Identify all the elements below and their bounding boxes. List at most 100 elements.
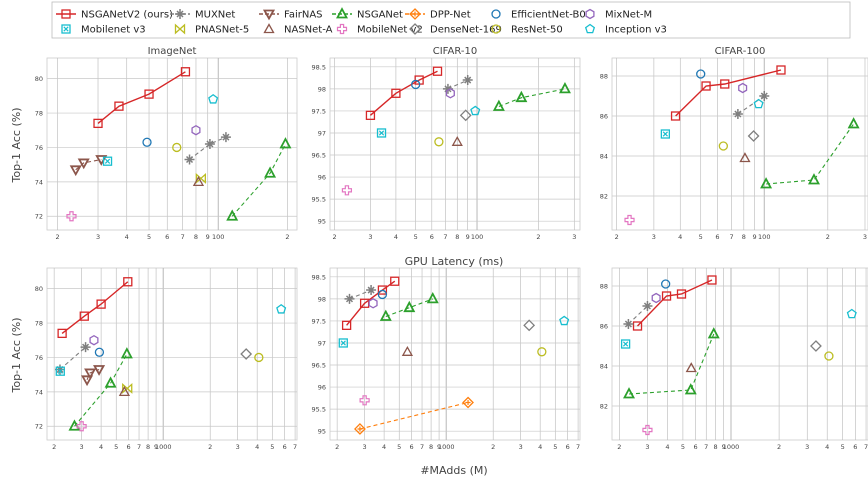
series-line [61, 281, 129, 334]
x-tick-label: 2 [55, 233, 59, 241]
series-inception-v3 [470, 105, 481, 116]
y-tick-label: 80 [35, 285, 43, 293]
y-tick-label: 96.5 [312, 362, 326, 370]
legend-entry-mobilenet-v2: MobileNet v2 [336, 23, 423, 36]
x-tick-label: 2 [52, 443, 56, 451]
data-point [558, 81, 571, 94]
data-point [707, 327, 720, 339]
legend-marker [409, 23, 421, 35]
series-nsganetv2-ours [57, 277, 133, 339]
series-mixnet-m [368, 298, 378, 309]
y-tick-label: 72 [35, 423, 43, 431]
data-point [492, 99, 505, 111]
y-tick-label: 98 [318, 295, 326, 303]
x-tick-label: 4 [538, 443, 542, 451]
y-tick-label: 98 [318, 85, 326, 93]
series-resnet-50 [537, 347, 547, 357]
y-axis-label-top-row: Top-1 Acc (%) [10, 108, 23, 184]
x-tick-label: 4 [382, 443, 386, 451]
x-tick-label: 6 [853, 443, 857, 451]
x-tick-label: 6 [715, 233, 719, 241]
y-tick-label: 84 [600, 363, 608, 371]
series-mixnet-m [89, 334, 99, 346]
x-tick-label: 7 [420, 443, 424, 451]
series-densenet-169 [747, 130, 760, 142]
x-tick-label: 100 [471, 233, 483, 241]
legend-label: NASNet-A [284, 25, 333, 36]
x-tick-label: 2 [617, 443, 621, 451]
data-point [80, 342, 91, 353]
data-point [220, 132, 231, 143]
legend-label: Mobilenet v3 [81, 25, 146, 36]
series-nsganetv2-ours [365, 66, 443, 120]
data-point [559, 315, 570, 326]
x-tick-label: 9 [154, 443, 158, 451]
data-point [401, 345, 414, 356]
data-point [55, 366, 65, 376]
legend: NSGANetV2 (ours) MUXNet FairNAS NSGANet DPP-… [51, 1, 851, 39]
data-point [254, 352, 264, 363]
series-efficientnet-b0 [142, 137, 152, 147]
legend-marker [175, 9, 185, 19]
data-point [760, 177, 773, 189]
legend-entry-mixnet-m: MixNet-M [585, 8, 652, 21]
legend-entry-nsganet: NSGANet [332, 7, 403, 21]
series-mixnet-m [738, 82, 748, 94]
series-mobilenet-v3 [620, 339, 631, 349]
legend-marker [585, 8, 595, 20]
data-point [376, 128, 387, 138]
y-tick-label: 78 [35, 320, 43, 328]
y-tick-label: 72 [35, 213, 43, 221]
y-tick-label: 97.5 [312, 107, 326, 115]
data-point [523, 319, 536, 332]
data-point [632, 321, 643, 331]
x-tick-label: 3 [863, 233, 867, 241]
data-point [391, 88, 401, 98]
data-point [377, 289, 388, 300]
x-tick-label: 3 [96, 233, 100, 241]
series-nsganetv2-ours [670, 65, 786, 121]
x-tick-label: 5 [681, 443, 685, 451]
series-nsganetv2-ours [632, 275, 717, 331]
series-nsganet [226, 137, 292, 221]
series-nsganet [379, 291, 439, 321]
y-tick-label: 95.5 [312, 196, 326, 204]
y-tick-label: 76 [35, 354, 43, 362]
data-point [96, 299, 106, 309]
x-tick-label: 5 [699, 233, 703, 241]
data-point [379, 309, 392, 321]
data-point [344, 293, 355, 304]
data-point [341, 185, 353, 196]
series-densenet-169 [523, 319, 536, 332]
x-tick-label: 100 [212, 233, 224, 241]
x-tick-label: 4 [125, 233, 129, 241]
series-line [74, 353, 128, 427]
legend-marker [336, 23, 348, 35]
data-point [279, 137, 292, 149]
data-point [684, 383, 697, 395]
x-tick-label: 2 [208, 443, 212, 451]
plot-area [46, 57, 298, 231]
data-point [89, 334, 99, 346]
x-tick-label: 4 [99, 443, 103, 451]
x-tick-label: 6 [566, 443, 570, 451]
data-point [184, 154, 195, 165]
data-point [54, 364, 65, 375]
y-tick-label: 88 [600, 283, 608, 291]
plot-area [46, 267, 298, 441]
series-densenet-169 [810, 340, 822, 352]
data-point [365, 110, 376, 120]
data-point [685, 362, 697, 373]
data-point [338, 338, 348, 348]
panel-cifar-10: 2 3 4 5 6 7 8 9 100 2 3 95 95.5 96 96.5 97 97.5 98 98.5 CIF… [312, 46, 581, 241]
x-tick-label: 5 [114, 443, 118, 451]
series-line [86, 368, 100, 381]
x-tick-label: 5 [397, 443, 401, 451]
series-muxnet [623, 301, 653, 329]
x-tick-label: 7 [181, 233, 185, 241]
series-muxnet [184, 132, 231, 165]
data-point [144, 89, 154, 99]
x-tick-label: 6 [430, 233, 434, 241]
series-resnet-50 [718, 141, 728, 151]
